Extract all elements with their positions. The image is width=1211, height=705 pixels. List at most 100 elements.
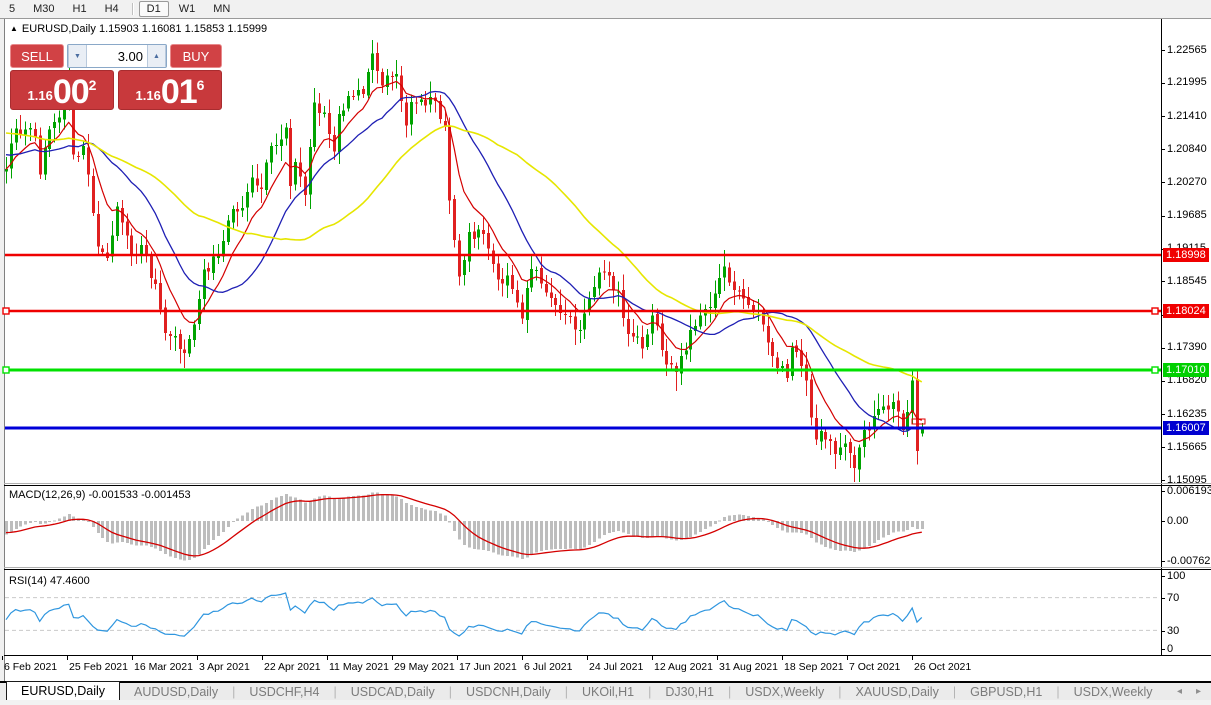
date-label: 31 Aug 2021: [719, 661, 778, 673]
macd-values: -0.001533 -0.001453: [88, 489, 191, 501]
volume-increase-button[interactable]: ▲: [147, 45, 166, 67]
price-axis-label: 1.21995: [1167, 76, 1207, 88]
date-label: 3 Apr 2021: [199, 661, 250, 673]
tab-usdcnh-daily[interactable]: USDCNH,Daily: [466, 684, 551, 699]
tab-scroll-left-icon[interactable]: ◂: [1176, 686, 1182, 697]
hline-handle[interactable]: [1151, 307, 1159, 315]
chart-ohlc-values: 1.15903 1.16081 1.15853 1.15999: [98, 23, 268, 35]
macd-label: MACD(12,26,9) -0.001533 -0.001453: [9, 489, 191, 501]
tab-usdx-weekly[interactable]: USDX,Weekly: [745, 684, 825, 699]
tab-separator: |: [952, 684, 957, 699]
timeframe-toolbar: 5 M30 H1 H4 D1 W1 MN: [0, 0, 1211, 19]
hline-handle[interactable]: [1151, 366, 1159, 374]
tab-ukoil-h1[interactable]: UKOil,H1: [582, 684, 635, 699]
tab-usdcad-daily[interactable]: USDCAD,Daily: [350, 684, 435, 699]
buy-price-prefix: 1.16: [135, 88, 161, 103]
collapse-one-click-icon[interactable]: ▲: [10, 24, 18, 33]
buy-button[interactable]: BUY: [170, 44, 222, 68]
timeframe-button-d1[interactable]: D1: [138, 1, 169, 17]
sell-price-panel[interactable]: 1.16 00 2: [10, 70, 114, 110]
date-label: 22 Apr 2021: [264, 661, 321, 673]
price-axis-label: 1.21410: [1167, 110, 1207, 122]
sell-price-prefix: 1.16: [27, 88, 53, 103]
tab-separator: |: [333, 684, 337, 699]
tab-scroll-right-icon[interactable]: ▸: [1195, 686, 1201, 697]
price-axis-label: 1.16820: [1167, 374, 1207, 386]
tab-xauusd-daily[interactable]: XAUUSD,Daily: [855, 684, 939, 699]
timeframe-button-w1[interactable]: W1: [178, 3, 196, 15]
timeframe-button-mn[interactable]: MN: [213, 3, 231, 15]
hline-handle[interactable]: [2, 307, 10, 315]
sell-button[interactable]: SELL: [10, 44, 64, 68]
date-label: 18 Sep 2021: [784, 661, 844, 673]
buy-price-main: 01: [160, 73, 198, 111]
timeframe-button-m30[interactable]: M30: [33, 3, 55, 15]
rsi-axis-label: 70: [1167, 592, 1180, 604]
price-axis-label: 1.17390: [1167, 341, 1207, 353]
buy-price-pip: 6: [196, 77, 205, 93]
toolbar-separator: [131, 3, 134, 15]
tab-separator: |: [648, 684, 652, 699]
price-axis-label: 1.20270: [1167, 176, 1207, 188]
timeframe-button-h4[interactable]: H4: [104, 3, 119, 15]
rsi-label: RSI(14) 47.4600: [9, 575, 90, 587]
macd-axis-label: 0.00: [1167, 515, 1189, 527]
price-line-badge-1.17010: 1.17010: [1163, 363, 1209, 377]
date-label: 7 Oct 2021: [849, 661, 901, 673]
date-label: 12 Aug 2021: [654, 661, 713, 673]
tabbar-divider: [0, 681, 1211, 683]
arrow-down-icon: ▼: [74, 52, 81, 60]
last-bar-marker: [911, 418, 926, 425]
sell-price-pip: 2: [88, 77, 97, 93]
price-line-badge-1.18024: 1.18024: [1163, 304, 1209, 318]
tab-audusd-daily[interactable]: AUDUSD,Daily: [134, 684, 219, 699]
tab-gbpusd-h1[interactable]: GBPUSD,H1: [970, 684, 1043, 699]
price-axis-label: 1.15665: [1167, 441, 1207, 453]
date-label: 16 Mar 2021: [134, 661, 193, 673]
price-axis-label: 1.19685: [1167, 209, 1207, 221]
sell-price-main: 00: [52, 73, 90, 111]
moving-average-sma44: [5, 125, 923, 383]
tab-usdx-weekly[interactable]: USDX,Weekly: [1073, 684, 1153, 699]
price-axis-label: 1.16235: [1167, 408, 1207, 420]
timeframe-button-h1[interactable]: H1: [72, 3, 87, 15]
tab-separator: |: [1056, 684, 1060, 699]
macd-histogram: [5, 492, 924, 561]
tab-separator: |: [232, 684, 236, 699]
volume-input[interactable]: [87, 45, 147, 67]
tab-scroll-arrows: ◂ ▸: [1177, 686, 1201, 697]
buy-price-panel[interactable]: 1.16 01 6: [118, 70, 222, 110]
rsi-value: 47.4600: [49, 575, 90, 587]
tab-eurusd-daily[interactable]: EURUSD,Daily: [6, 681, 121, 700]
date-label: 25 Feb 2021: [69, 661, 128, 673]
date-label: 26 Oct 2021: [914, 661, 972, 673]
tab-separator: |: [728, 684, 732, 699]
date-label: 11 May 2021: [329, 661, 389, 673]
price-axis-label: 1.18545: [1167, 275, 1207, 287]
rsi-line: [5, 592, 923, 637]
arrow-up-icon: ▲: [153, 52, 160, 60]
tab-separator: |: [838, 684, 842, 699]
price-axis-label: 1.15095: [1167, 474, 1207, 486]
macd-signal-line: [5, 493, 922, 557]
moving-average-sma20: [5, 90, 922, 432]
timeframe-button-5[interactable]: 5: [9, 3, 16, 15]
chart-window: [4, 19, 1211, 681]
rsi-axis-label: 30: [1167, 625, 1180, 637]
tab-dj30-h1[interactable]: DJ30,H1: [665, 684, 715, 699]
tab-usdchf-h4[interactable]: USDCHF,H4: [249, 684, 320, 699]
chart-tabbar: EURUSD,Daily AUDUSD,Daily | USDCHF,H4 | USDCA…: [0, 681, 1211, 700]
volume-decrease-button[interactable]: ▼: [68, 45, 87, 67]
price-axis-label: 1.20840: [1167, 143, 1207, 155]
chart-title: ▲ EURUSD,Daily 1.15903 1.16081 1.15853 1.…: [10, 23, 267, 35]
rsi-axis-label: 0: [1167, 643, 1174, 655]
rsi-axis-label: 100: [1167, 570, 1186, 582]
date-label: 29 May 2021: [394, 661, 455, 673]
price-axis-label: 1.22565: [1167, 44, 1207, 56]
volume-spinner: ▼ ▲: [67, 44, 167, 68]
hline-handle[interactable]: [2, 366, 10, 374]
